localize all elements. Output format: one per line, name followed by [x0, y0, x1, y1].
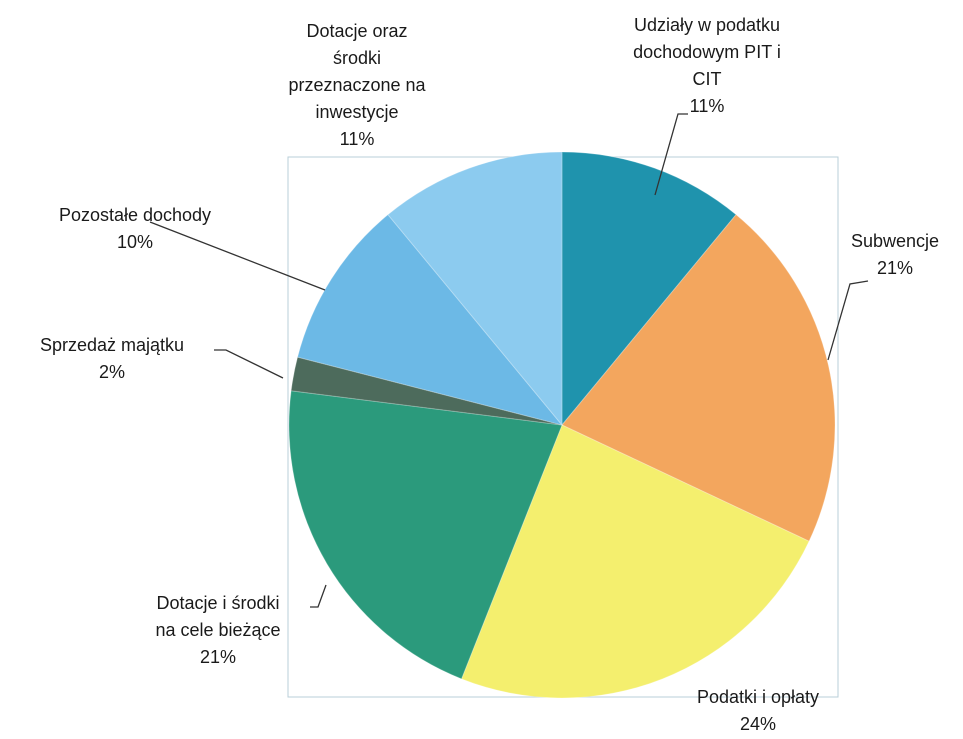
- category-name: Pozostałe dochody: [58, 205, 212, 225]
- category-name: Dotacje oraz środki przeznaczone na inwe…: [288, 21, 426, 122]
- leader-line: [827, 280, 869, 361]
- leader-lines: [149, 113, 869, 608]
- category-name: Dotacje i środki na cele bieżące: [155, 593, 281, 640]
- leader-line: [149, 221, 326, 291]
- slice-label: Udziały w podatku dochodowym PIT i CIT 11…: [633, 12, 781, 120]
- percent-label: 24%: [739, 714, 777, 734]
- pie-slice: [561, 213, 836, 542]
- pie-slice: [387, 151, 563, 427]
- category-name: Sprzedaż majątku: [39, 335, 185, 355]
- pie-slice: [288, 390, 563, 680]
- pie-slice: [290, 356, 563, 426]
- category-name: Subwencje: [850, 231, 940, 251]
- slice-label: Subwencje 21%: [851, 228, 939, 282]
- slice-label: Pozostałe dochody 10%: [59, 202, 211, 256]
- slices: [288, 151, 836, 699]
- slice-label: Dotacje i środki na cele bieżące 21%: [155, 590, 280, 671]
- leader-line: [654, 113, 688, 196]
- leader-line: [310, 584, 327, 608]
- slice-label: Sprzedaż majątku 2%: [40, 332, 184, 386]
- category-name: Podatki i opłaty: [696, 687, 820, 707]
- percent-label: 2%: [98, 362, 126, 382]
- slice-label: Dotacje oraz środki przeznaczone na inwe…: [288, 18, 425, 153]
- percent-label: 11%: [339, 129, 375, 149]
- slice-label: Podatki i opłaty 24%: [697, 684, 819, 738]
- percent-label: 21%: [876, 258, 914, 278]
- pie-slice: [296, 213, 564, 426]
- percent-label: 10%: [116, 232, 154, 252]
- percent-label: 11%: [689, 96, 725, 116]
- pie-slice: [460, 424, 810, 699]
- pie-slice: [561, 151, 737, 427]
- percent-label: 21%: [199, 647, 237, 667]
- category-name: Udziały w podatku dochodowym PIT i CIT: [633, 15, 781, 89]
- leader-line: [214, 349, 284, 379]
